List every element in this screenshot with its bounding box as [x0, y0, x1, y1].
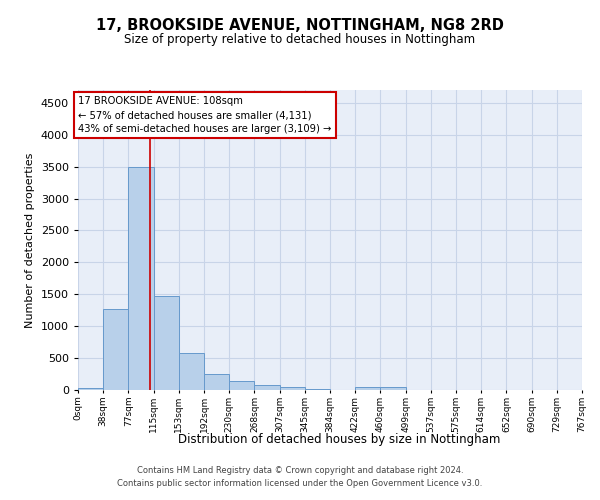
Bar — [229, 381, 254, 390]
Bar — [305, 388, 330, 390]
Bar — [380, 388, 406, 390]
Bar — [254, 385, 280, 390]
Bar — [280, 388, 305, 390]
Bar — [128, 166, 154, 390]
Text: Distribution of detached houses by size in Nottingham: Distribution of detached houses by size … — [178, 432, 500, 446]
Bar — [179, 354, 204, 390]
Bar — [154, 296, 179, 390]
Bar — [103, 309, 128, 390]
Y-axis label: Number of detached properties: Number of detached properties — [25, 152, 35, 328]
Text: Contains HM Land Registry data © Crown copyright and database right 2024.
Contai: Contains HM Land Registry data © Crown c… — [118, 466, 482, 487]
Bar — [78, 388, 103, 390]
Text: 17, BROOKSIDE AVENUE, NOTTINGHAM, NG8 2RD: 17, BROOKSIDE AVENUE, NOTTINGHAM, NG8 2R… — [96, 18, 504, 32]
Text: 17 BROOKSIDE AVENUE: 108sqm
← 57% of detached houses are smaller (4,131)
43% of : 17 BROOKSIDE AVENUE: 108sqm ← 57% of det… — [78, 96, 332, 134]
Text: Size of property relative to detached houses in Nottingham: Size of property relative to detached ho… — [124, 32, 476, 46]
Bar — [355, 387, 380, 390]
Bar — [204, 374, 229, 390]
